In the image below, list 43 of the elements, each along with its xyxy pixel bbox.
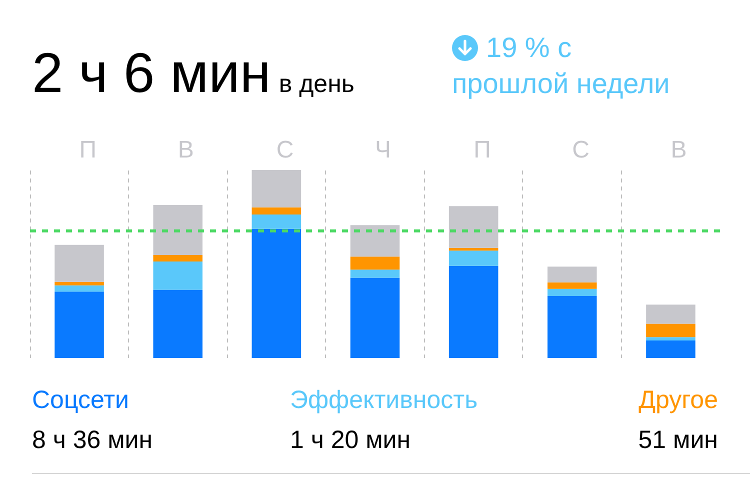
bar bbox=[252, 214, 302, 229]
bar bbox=[646, 340, 696, 358]
chart-subtitle: в день bbox=[278, 70, 354, 98]
bar bbox=[54, 292, 104, 358]
bar bbox=[350, 278, 400, 358]
bar bbox=[153, 204, 202, 255]
bar bbox=[350, 270, 400, 278]
x-tick-label: П bbox=[79, 136, 97, 164]
text: 51 мин bbox=[638, 425, 718, 456]
bar bbox=[350, 225, 400, 257]
bar bbox=[548, 266, 597, 282]
series-label: Другое bbox=[638, 385, 718, 416]
bar bbox=[548, 282, 597, 289]
bar bbox=[448, 250, 498, 266]
x-tick-label: С bbox=[572, 136, 590, 164]
bar bbox=[548, 288, 597, 296]
x-tick-label: П bbox=[474, 136, 491, 164]
bar bbox=[252, 207, 302, 215]
bar bbox=[54, 282, 104, 286]
bar bbox=[350, 256, 400, 270]
bar bbox=[252, 170, 302, 208]
x-tick-label: Ч bbox=[375, 136, 391, 164]
bar bbox=[54, 285, 104, 292]
text: 19 % с прошлой недели bbox=[452, 32, 670, 99]
text: 1 ч 20 мин bbox=[290, 425, 412, 456]
bar bbox=[153, 254, 202, 262]
bar bbox=[252, 228, 302, 358]
text: Эффективность bbox=[290, 385, 478, 416]
text: 8 ч 36 мин bbox=[32, 425, 153, 456]
bar bbox=[448, 266, 498, 358]
x-tick-label: В bbox=[178, 136, 194, 164]
x-tick-label: В bbox=[670, 136, 687, 164]
bar bbox=[153, 290, 202, 358]
bar bbox=[448, 206, 498, 248]
bar bbox=[646, 337, 696, 341]
bar bbox=[54, 244, 104, 282]
bar bbox=[646, 304, 696, 324]
x-tick-label: С bbox=[276, 136, 294, 164]
series-label: Соцсети bbox=[32, 385, 130, 416]
bar bbox=[153, 262, 202, 290]
bar bbox=[646, 324, 696, 338]
bar bbox=[548, 296, 597, 358]
chart-title: 2 ч 6 мин bbox=[32, 41, 271, 104]
